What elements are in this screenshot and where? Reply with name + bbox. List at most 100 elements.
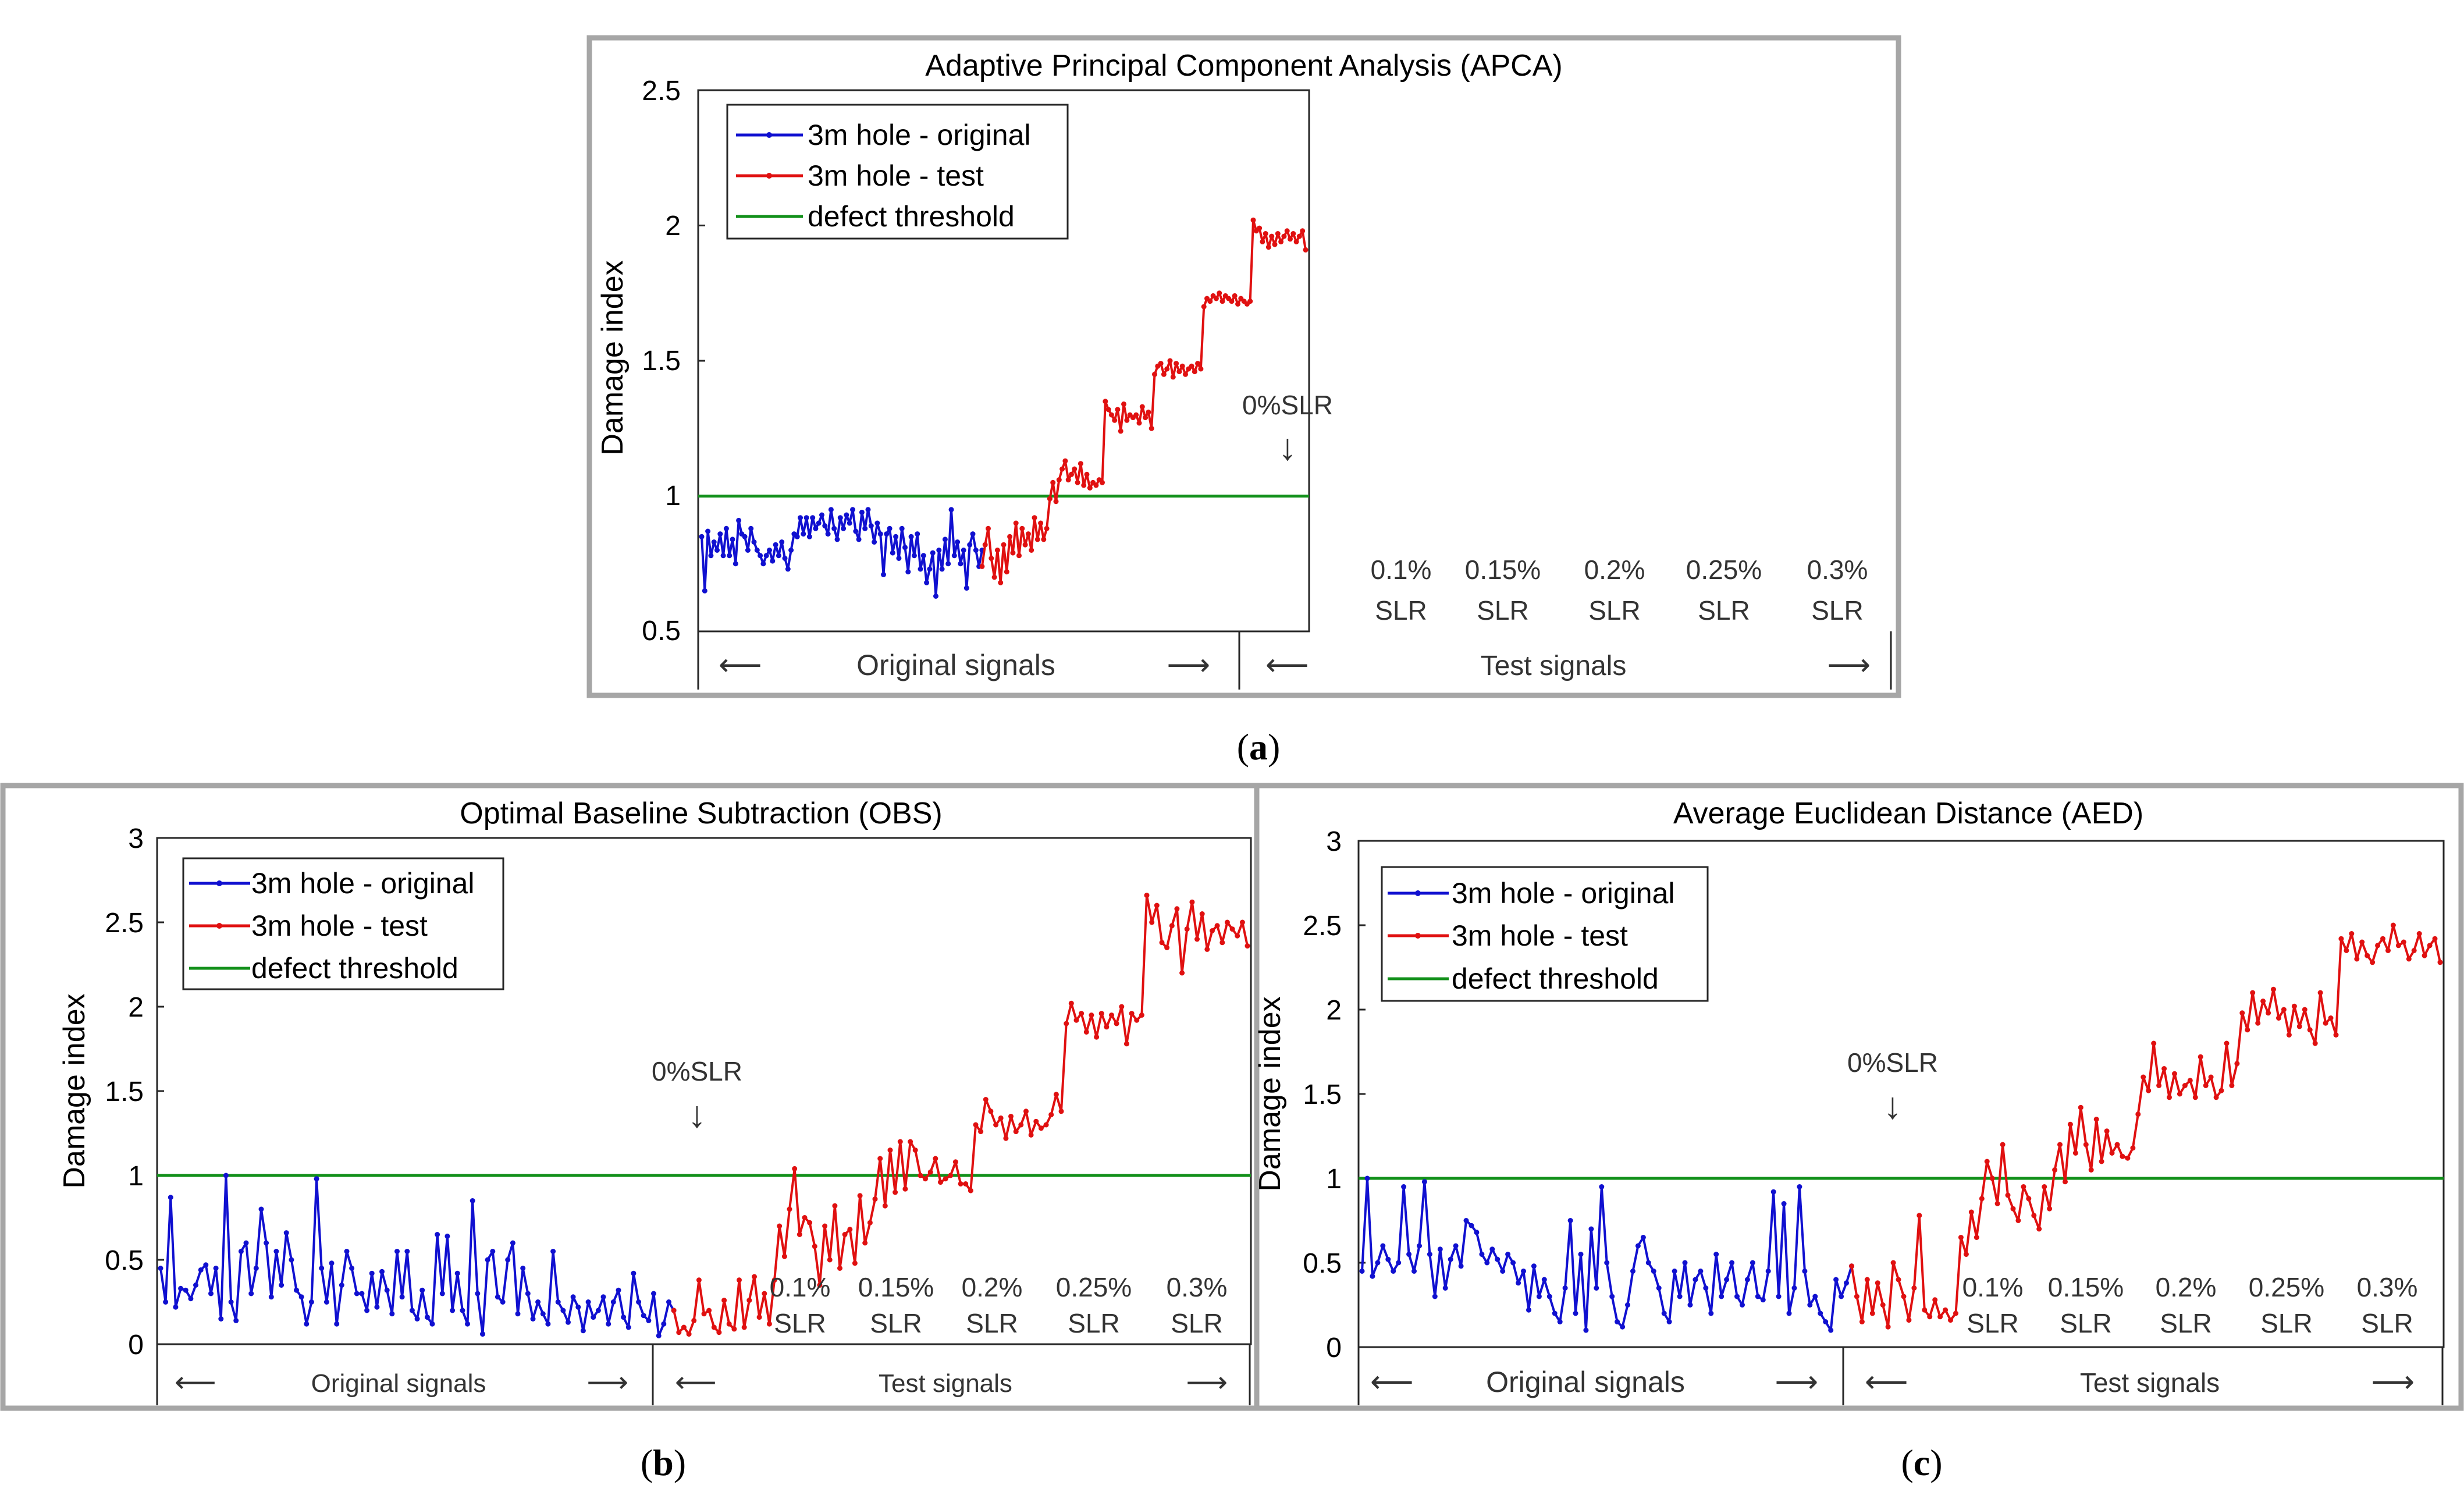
panel-b-point-test [1098,1011,1104,1017]
panel-b-point-test [908,1139,913,1145]
panel-a-point-original [973,548,979,553]
panel-a-point-test [1219,299,1225,304]
panel-a-point-original [905,569,911,575]
panel-c-point-original [1442,1285,1448,1291]
panel-c-point-test [2385,948,2391,953]
panel-b-point-test [1224,919,1230,925]
panel-c-point-original [1797,1184,1802,1189]
panel-a-orig-label: Original signals [856,649,1055,681]
panel-b-caption: (b) [641,1442,686,1483]
panel-a-point-test [1183,371,1188,377]
panel-a-point-test [1062,458,1068,464]
panel-c-point-original [1839,1294,1844,1299]
panel-b: Optimal Baseline Subtraction (OBS) Damag… [0,783,1260,1411]
panel-c-point-original [1828,1327,1834,1333]
panel-c-point-test [2005,1192,2011,1198]
panel-c-point-original [1453,1243,1459,1249]
panel-b-point-test [893,1189,898,1195]
panel-a-point-original [942,537,948,542]
panel-b-point-test [1119,1004,1125,1010]
panel-a: Adaptive Principal Component Analysis (A… [586,35,1901,698]
panel-c-point-original [1401,1184,1407,1189]
panel-b-point-original [591,1315,596,1320]
panel-a-point-original [770,558,776,564]
panel-a-point-test [1112,417,1118,423]
panel-c-point-test [1849,1263,1854,1269]
panel-b-orig-left-arrow: ⟵ [175,1366,216,1398]
panel-c-point-test [1994,1201,2000,1206]
panel-c-point-original [1661,1310,1667,1316]
panel-c-test-left-arrow: ⟵ [1865,1365,1908,1399]
panel-c-point-test [2099,1159,2104,1164]
panel-b-point-test [1214,923,1220,929]
panel-b-point-original [243,1240,249,1246]
panel-a-section-unit: SLR [1811,595,1863,626]
panel-a-caption-open: ( [1237,726,1249,768]
panel-b-point-test [943,1176,948,1182]
panel-b-caption-open: ( [641,1442,653,1483]
panel-a-point-original [893,534,899,539]
panel-c-ytick: 0 [1326,1333,1342,1363]
panel-c-legend-original-label: 3m hole - original [1452,877,1675,910]
panel-c-section-labels: 0.1% SLR 0.15% SLR 0.2% SLR 0.25% SLR 0.… [1962,1272,2418,1338]
panel-a-point-test [1007,534,1013,539]
panel-c-section-unit: SLR [2361,1308,2413,1338]
panel-a-point-test [1118,428,1123,434]
panel-a-point-test [1121,401,1126,407]
panel-a-legend-threshold-label: defect threshold [808,200,1015,233]
panel-b-legend-test-marker [216,923,222,929]
panel-c-point-original [1370,1273,1375,1279]
panel-c-point-test [2167,1095,2172,1100]
panel-a-point-test [979,563,985,569]
panel-b-point-test [706,1308,712,1313]
panel-c-point-test [2161,1066,2167,1071]
panel-a-point-original [779,539,785,545]
panel-a-point-test [1278,239,1284,244]
panel-a-point-original [927,566,933,572]
panel-c-point-original [1734,1294,1740,1299]
panel-c-point-test [2125,1155,2131,1161]
panel-c-point-original [1505,1252,1511,1257]
panel-a-point-test [1124,417,1130,423]
panel-c-legend-test-label: 3m hole - test [1452,919,1628,952]
panel-c-point-original [1812,1294,1818,1299]
panel-c-point-test [1890,1260,1896,1266]
panel-b-legend-test-label: 3m hole - test [251,910,428,942]
panel-b-point-original [329,1260,335,1266]
panel-b-plot [157,837,1251,1345]
panel-c-point-original [1640,1235,1646,1240]
panel-c-point-test [2260,999,2266,1004]
panel-c-point-test [2401,939,2406,945]
panel-c-point-test [2036,1226,2042,1232]
panel-c-caption-letter: c [1914,1442,1930,1483]
panel-c-point-test [1896,1277,1901,1283]
panel-b-point-original [520,1266,526,1271]
panel-a-point-test [1146,409,1151,415]
panel-c-point-test [2015,1218,2021,1223]
panel-b-point-original [334,1321,340,1327]
panel-c-point-original [1776,1294,1782,1299]
panel-a-point-original [850,507,855,513]
panel-a-point-original [822,523,828,529]
panel-c-point-test [2333,1032,2339,1038]
panel-b-point-original [555,1299,561,1305]
panel-b-ytick: 3 [128,823,144,854]
panel-c-point-original [1469,1223,1474,1228]
panel-a-point-original [751,539,757,545]
panel-a-point-test [1044,525,1050,531]
panel-b-point-test [802,1215,808,1220]
panel-b-point-test [781,1253,787,1259]
panel-b-section-pct: 0.15% [858,1272,934,1302]
panel-c-ylabel: Damage index [1253,996,1287,1191]
panel-b-section-unit: SLR [1171,1308,1222,1338]
panel-b-point-original [399,1294,405,1300]
panel-a-point-test [1016,553,1022,559]
panel-a-point-original [776,553,781,559]
panel-c-point-test [1968,1209,1974,1215]
panel-b-point-original [369,1270,375,1276]
panel-b-point-original [625,1324,631,1330]
panel-c-point-original [1552,1310,1558,1316]
panel-a-point-original [748,525,754,531]
panel-a-point-original [899,525,905,531]
panel-b-point-original [450,1308,456,1313]
